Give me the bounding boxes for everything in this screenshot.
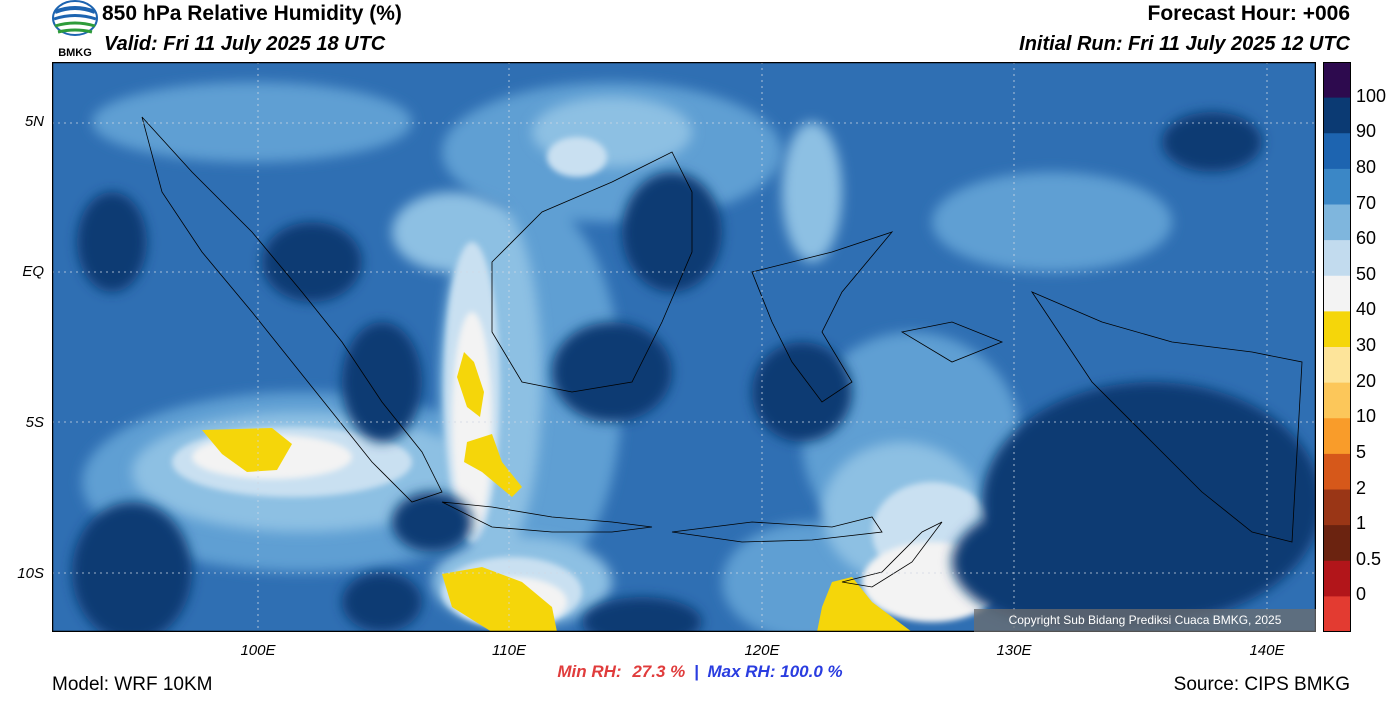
- lon-label-130e: 130E: [996, 642, 1032, 659]
- colorbar-label: 40: [1356, 299, 1377, 320]
- max-rh-value: 100.0 %: [780, 662, 843, 681]
- chart-title: 850 hPa Relative Humidity (%): [102, 2, 402, 25]
- forecast-hour: Forecast Hour: +006: [1147, 2, 1351, 25]
- colorbar-label: 60: [1356, 228, 1377, 249]
- colorbar: [1323, 62, 1351, 632]
- lat-label-eq: EQ: [22, 263, 44, 280]
- bmkg-logo: BMKG: [52, 0, 98, 59]
- colorbar-label: 90: [1356, 121, 1377, 142]
- colorbar-swatch: [1323, 489, 1351, 526]
- colorbar-label: 1: [1356, 513, 1367, 534]
- initial-run: Initial Run: Fri 11 July 2025 12 UTC: [1019, 33, 1350, 55]
- colorbar-label: 5: [1356, 441, 1367, 462]
- source-info: Source: CIPS BMKG: [1173, 674, 1350, 695]
- colorbar-swatch: [1323, 133, 1351, 170]
- valid-time: Valid: Fri 11 July 2025 18 UTC: [104, 33, 386, 55]
- colorbar-swatch: [1323, 347, 1351, 384]
- lon-label-110e: 110E: [492, 642, 526, 659]
- colorbar-swatch: [1323, 453, 1351, 490]
- colorbar-swatch: [1323, 204, 1351, 241]
- colorbar-swatch: [1323, 275, 1351, 312]
- colorbar-swatch: [1323, 311, 1351, 348]
- model-info: Model: WRF 10KM: [52, 674, 213, 695]
- lat-label-5s: 5S: [25, 414, 44, 431]
- stats-separator: |: [693, 662, 699, 681]
- colorbar-swatch: [1323, 418, 1351, 455]
- colorbar-swatch: [1323, 97, 1351, 134]
- colorbar-label: 70: [1356, 192, 1377, 213]
- map-frame: [52, 62, 1316, 632]
- rh-30-40-regions: [202, 352, 912, 632]
- lat-label-10s: 10S: [17, 565, 44, 582]
- lon-label-120e: 120E: [744, 642, 780, 659]
- colorbar-label: 2: [1356, 477, 1367, 498]
- colorbar-frame: [1323, 62, 1351, 632]
- logo-text: BMKG: [58, 47, 92, 59]
- humidity-map: [52, 62, 1316, 632]
- colorbar-label: 0: [1356, 584, 1367, 605]
- lon-label-100e: 100E: [240, 642, 276, 659]
- colorbar-swatch: [1323, 596, 1351, 632]
- colorbar-swatch: [1323, 168, 1351, 205]
- lat-label-5n: 5N: [24, 113, 44, 130]
- colorbar-label: 50: [1356, 263, 1377, 284]
- colorbar-label: 30: [1356, 335, 1377, 355]
- colorbar-swatch: [1323, 560, 1351, 597]
- max-rh-label: Max RH:: [707, 662, 776, 681]
- grid-lines: [52, 62, 1316, 632]
- colorbar-label: 20: [1356, 370, 1377, 391]
- colorbar-swatch: [1323, 240, 1351, 277]
- colorbar-label: 100: [1356, 85, 1387, 106]
- colorbar-label: 0.5: [1356, 548, 1382, 569]
- colorbar-label: 80: [1356, 156, 1377, 177]
- rh-stats: Min RH: 27.3 % | Max RH: 100.0 %: [0, 662, 1400, 682]
- colorbar-swatch: [1323, 382, 1351, 419]
- colorbar-label: 10: [1356, 406, 1377, 427]
- lon-label-140e: 140E: [1249, 642, 1285, 659]
- rh-90-100-regions: [72, 112, 1316, 632]
- colorbar-swatch: [1323, 525, 1351, 562]
- copyright-note: Copyright Sub Bidang Prediksi Cuaca BMKG…: [974, 609, 1316, 632]
- colorbar-swatch: [1323, 62, 1351, 99]
- min-rh-label: Min RH:: [557, 662, 622, 681]
- min-rh-value: 27.3 %: [632, 662, 686, 681]
